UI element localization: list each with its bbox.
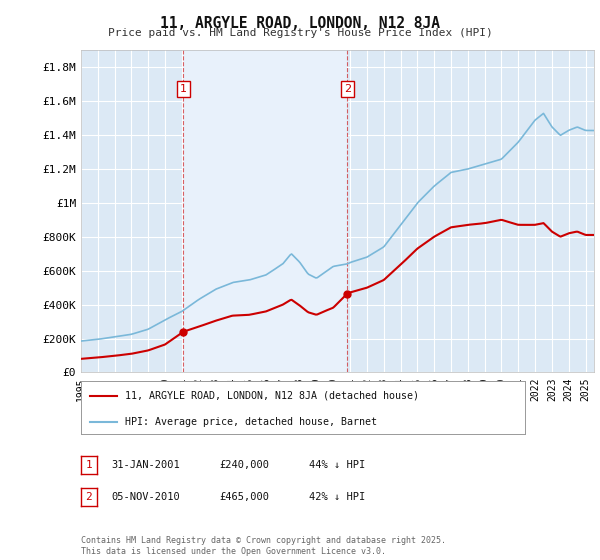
Text: 1: 1 [180,84,187,94]
Text: 44% ↓ HPI: 44% ↓ HPI [309,460,365,470]
Text: 1: 1 [85,460,92,470]
Text: £240,000: £240,000 [219,460,269,470]
Text: Contains HM Land Registry data © Crown copyright and database right 2025.
This d: Contains HM Land Registry data © Crown c… [81,536,446,556]
Text: 2: 2 [85,492,92,502]
Text: 11, ARGYLE ROAD, LONDON, N12 8JA (detached house): 11, ARGYLE ROAD, LONDON, N12 8JA (detach… [125,391,419,401]
Text: 05-NOV-2010: 05-NOV-2010 [111,492,180,502]
Text: £465,000: £465,000 [219,492,269,502]
Text: Price paid vs. HM Land Registry's House Price Index (HPI): Price paid vs. HM Land Registry's House … [107,28,493,38]
Text: 11, ARGYLE ROAD, LONDON, N12 8JA: 11, ARGYLE ROAD, LONDON, N12 8JA [160,16,440,31]
Text: 42% ↓ HPI: 42% ↓ HPI [309,492,365,502]
Text: HPI: Average price, detached house, Barnet: HPI: Average price, detached house, Barn… [125,417,377,427]
Bar [183,50,347,372]
Text: 31-JAN-2001: 31-JAN-2001 [111,460,180,470]
Text: 2: 2 [344,84,351,94]
